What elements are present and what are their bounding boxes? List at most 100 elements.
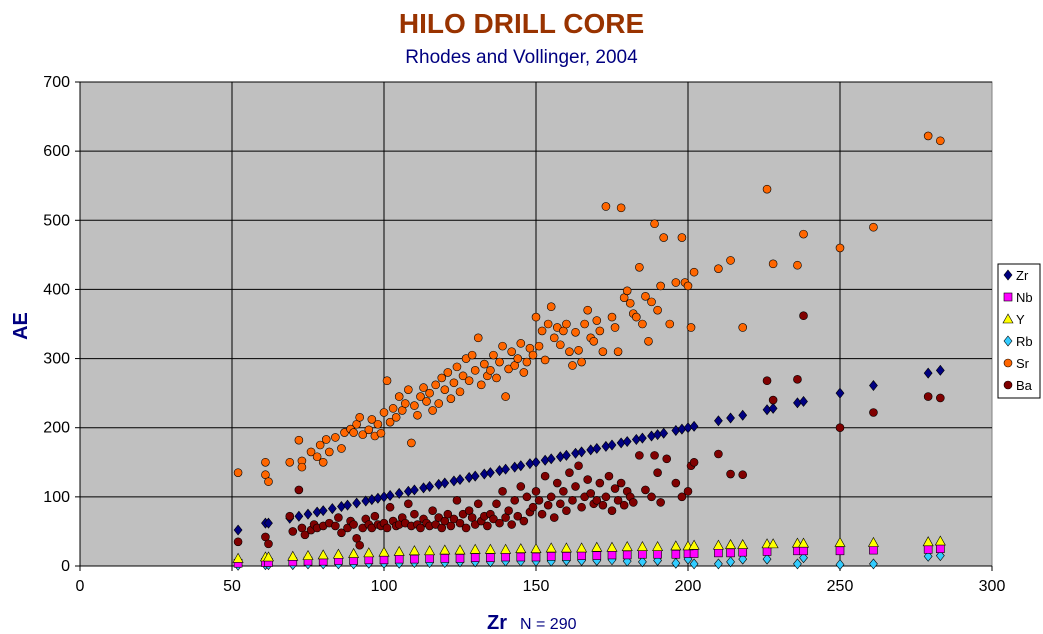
point-sr: [613, 347, 623, 356]
point-sr: [382, 376, 392, 385]
chart-subtitle: Rhodes and Vollinger, 2004: [405, 47, 638, 68]
point-zr: [516, 460, 526, 472]
point-sr: [589, 336, 599, 346]
point-y: [287, 550, 299, 561]
point-sr: [689, 267, 699, 277]
point-ba: [793, 375, 802, 384]
point-sr: [428, 406, 437, 415]
x-tick-label: 200: [675, 578, 702, 595]
legend: Zr Nb Y Rb Sr Ba: [997, 263, 1041, 399]
point-nb: [762, 547, 772, 556]
point-zr: [440, 477, 450, 489]
point-sr: [936, 136, 945, 146]
point-ba: [604, 471, 614, 481]
point-y: [317, 549, 329, 560]
point-ba: [349, 520, 358, 529]
point-sr: [476, 380, 486, 390]
x-tick-label: 100: [371, 578, 398, 595]
point-sr: [738, 323, 748, 332]
point-sr: [297, 462, 307, 472]
point-ba: [428, 506, 437, 515]
point-sr: [714, 264, 723, 273]
point-sr: [419, 383, 428, 392]
point-zr: [470, 470, 480, 482]
point-sr: [635, 263, 644, 272]
point-sr: [607, 312, 617, 322]
point-sr: [543, 319, 553, 329]
point-sr: [683, 281, 693, 291]
point-sr: [534, 341, 544, 351]
point-ba: [404, 499, 413, 509]
point-sr: [656, 281, 665, 291]
point-ba: [489, 514, 498, 524]
point-ba: [619, 500, 629, 510]
point-nb: [869, 545, 878, 555]
point-zr: [394, 487, 404, 499]
legend-label-rb: Rb: [1016, 334, 1033, 349]
point-y: [934, 535, 946, 546]
series-zr: [233, 364, 945, 536]
point-ba: [583, 475, 592, 484]
point-ba: [531, 487, 541, 496]
point-rb: [869, 558, 878, 570]
point-zr: [425, 481, 434, 492]
point-zr: [577, 446, 586, 458]
point-ba: [647, 492, 656, 502]
point-sr: [358, 430, 368, 439]
point-sr: [261, 457, 270, 467]
point-sr: [528, 350, 538, 360]
x-tick-label: 300: [979, 578, 1006, 595]
point-zr: [343, 499, 352, 511]
point-sr: [768, 259, 778, 269]
point-rb: [671, 557, 681, 569]
point-sr: [616, 203, 626, 213]
x-axis-title: Zr: [487, 612, 507, 634]
point-ba: [300, 530, 310, 540]
point-sr: [489, 350, 498, 360]
point-sr: [595, 326, 605, 336]
point-zr: [869, 380, 878, 392]
point-sr: [385, 417, 395, 427]
point-nb: [546, 552, 556, 561]
point-y: [636, 541, 648, 551]
point-nb: [923, 545, 933, 554]
point-ba: [574, 461, 583, 471]
point-sr: [793, 260, 802, 270]
point-ba: [577, 502, 586, 512]
point-sr: [516, 339, 526, 348]
point-rb: [799, 552, 808, 564]
legend-marker-sr: [1003, 358, 1013, 368]
point-zr: [385, 489, 395, 501]
point-y: [424, 545, 436, 556]
point-sr: [458, 371, 468, 381]
point-ba: [635, 451, 644, 460]
point-zr: [592, 442, 602, 454]
point-sr: [404, 385, 413, 394]
point-ba: [592, 496, 602, 505]
point-sr: [522, 357, 532, 367]
point-zr: [303, 508, 313, 520]
point-sr: [376, 428, 386, 438]
point-y: [591, 541, 603, 552]
point-ba: [355, 540, 364, 550]
point-ba: [452, 496, 462, 505]
point-sr: [315, 440, 325, 450]
point-sr: [632, 312, 641, 322]
y-tick-label: 300: [43, 351, 70, 368]
grid-lines: [80, 81, 992, 566]
point-nb: [738, 547, 748, 557]
series-ba: [233, 311, 945, 550]
point-sr: [364, 425, 374, 435]
point-y: [469, 543, 481, 554]
point-sr: [519, 368, 529, 377]
point-zr: [410, 484, 419, 496]
point-nb: [486, 553, 495, 563]
point-y: [232, 552, 244, 563]
point-y: [439, 544, 451, 555]
legend-box: [997, 263, 1041, 399]
point-ba: [285, 511, 295, 521]
point-rb: [638, 556, 647, 568]
point-zr: [264, 517, 273, 529]
point-ba: [549, 513, 559, 522]
point-ba: [498, 487, 507, 496]
